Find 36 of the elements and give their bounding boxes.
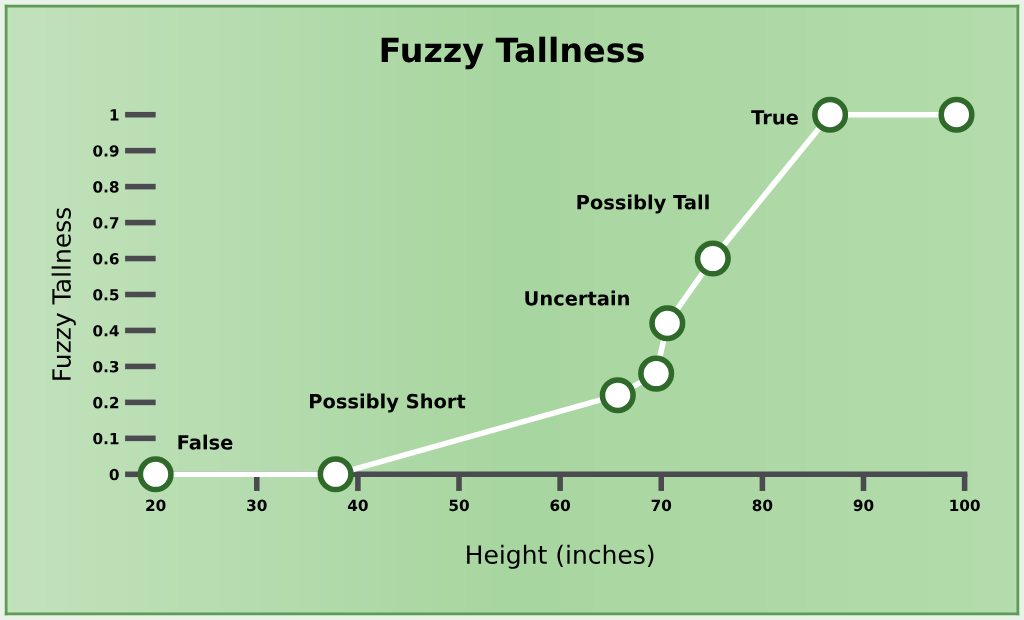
chart-title: Fuzzy Tallness xyxy=(381,36,644,70)
y-tick-label: 0.3 xyxy=(93,360,119,373)
y-axis-title: Fuzzy Tallness xyxy=(51,207,76,380)
y-tick-label: 0.1 xyxy=(93,432,119,445)
point xyxy=(317,456,354,493)
annotation: Possibly Tall xyxy=(577,194,709,214)
point xyxy=(812,96,849,133)
point xyxy=(938,96,975,133)
annotation: False xyxy=(178,434,233,450)
y-tick-label: 0.6 xyxy=(93,253,119,265)
annotation: True xyxy=(751,110,798,125)
y-tick-label: 0.7 xyxy=(93,217,119,229)
point xyxy=(599,377,636,414)
point xyxy=(137,456,174,493)
point xyxy=(649,305,686,342)
x-tick-label: 50 xyxy=(449,499,469,512)
y-tick-label: 0 xyxy=(109,468,119,481)
x-tick-label: 90 xyxy=(853,499,874,512)
x-tick-label: 70 xyxy=(651,499,672,512)
x-tick-label: 80 xyxy=(752,499,773,512)
y-tick-label: 1 xyxy=(110,109,119,121)
y-tick-label: 0.4 xyxy=(93,324,119,337)
y-tick-label: 0.2 xyxy=(93,396,119,409)
y-tick-label: 0.9 xyxy=(93,145,119,157)
point xyxy=(638,355,675,392)
x-tick-label: 60 xyxy=(550,499,571,512)
x-tick-label: 40 xyxy=(347,499,368,512)
y-tick-label: 0.5 xyxy=(93,288,119,301)
point xyxy=(694,240,731,277)
y-tick-label: 0.8 xyxy=(93,181,119,193)
x-axis-title: Height (inches) xyxy=(467,544,654,569)
annotation: Uncertain xyxy=(525,290,629,306)
x-tick-label: 20 xyxy=(146,499,166,512)
x-tick-label: 30 xyxy=(247,499,267,512)
x-tick-label: 100 xyxy=(950,499,980,512)
annotation: Possibly Short xyxy=(310,393,466,413)
